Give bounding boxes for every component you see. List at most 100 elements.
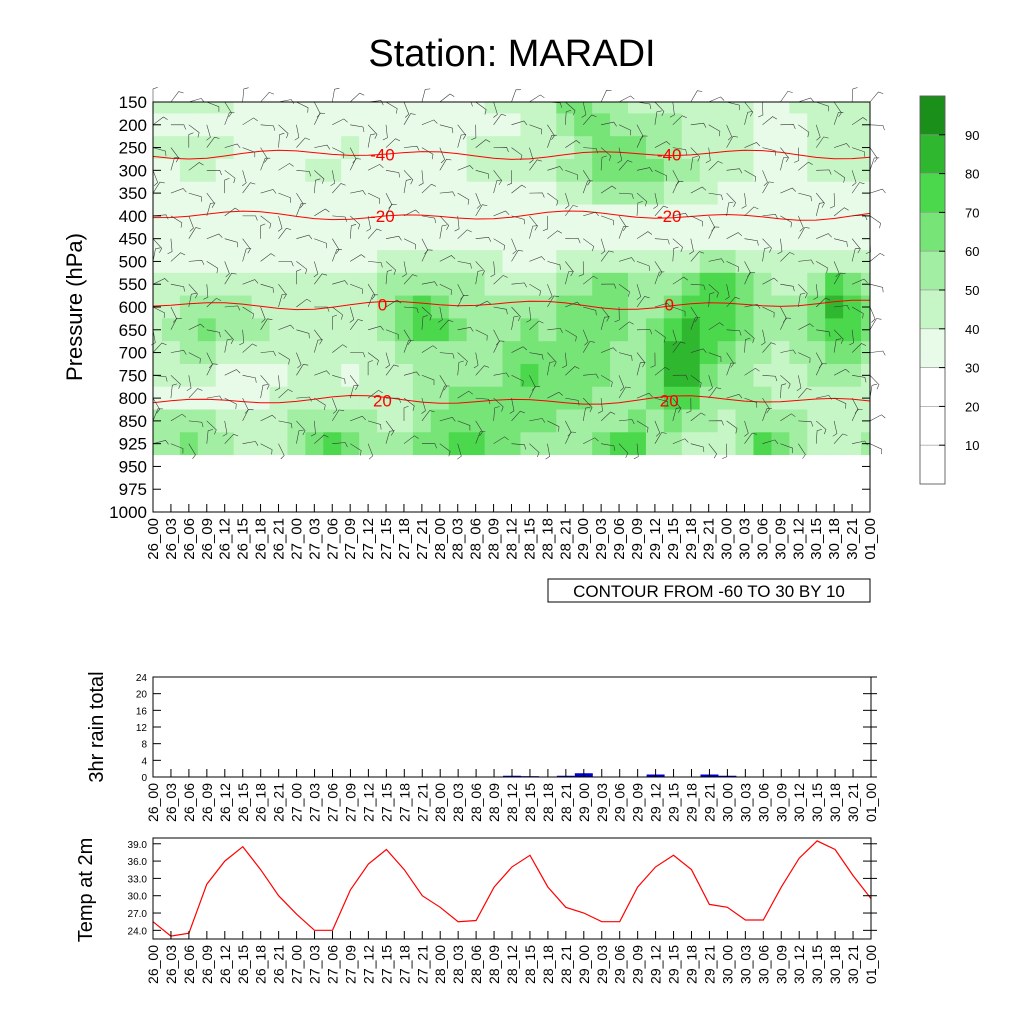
wind-barb [654,238,670,245]
wind-barb [744,432,758,444]
wind-barb [475,420,483,437]
wind-barb [421,238,429,255]
humidity-cell [807,477,826,502]
wind-barb [780,317,791,330]
wind-barb [834,143,850,148]
humidity-cell [753,409,772,433]
wind-barb [332,314,338,330]
humidity-cell [341,477,360,502]
wind-barb [421,183,437,194]
wind-barb [672,276,688,285]
wind-barb [636,352,646,368]
wind-barb [798,215,804,232]
humidity-cell [681,318,701,342]
humidity-cell [197,102,217,114]
rain-time-label: 27_03 [307,783,323,822]
temp-time-label: 29_12 [648,945,664,984]
wind-barb [421,410,435,422]
wind-barb [636,296,650,308]
humidity-cell [592,181,611,205]
humidity-cell [574,477,593,502]
wind-barb [224,207,240,217]
wind-barb [581,101,587,118]
humidity-cell [771,477,790,502]
humidity-cell [448,158,468,183]
wind-barb [672,397,682,413]
humidity-cell [735,113,754,137]
wind-barb [547,352,557,367]
wind-barb [597,398,603,414]
humidity-cell [430,477,450,502]
humidity-cell [412,409,432,433]
colorbar-box [919,250,946,291]
temp-y-axis: 24.0 27.0 30.0 33.0 36.0 39.0 [128,840,877,937]
humidity-cell [161,477,181,502]
wind-barb [869,188,886,194]
humidity-cell [377,363,396,388]
wind-barb [260,124,276,131]
wind-barb [332,147,345,159]
wind-barb [708,387,722,399]
wind-barb [457,229,472,239]
wind-barb [475,192,481,209]
wind-barb [762,247,770,262]
humidity-cell [394,113,414,137]
humidity-cell [430,250,450,274]
wind-barb [206,202,216,216]
main-time-label: 27_18 [396,518,413,560]
wind-barb [672,246,679,262]
wind-barb [762,238,772,253]
wind-barb [562,352,567,369]
wind-barb [224,397,237,410]
humidity-cell [807,363,826,388]
humidity-cell [663,477,683,502]
wind-barb [421,215,436,224]
wind-barb [188,420,204,428]
wind-barb [833,368,850,376]
wind-barb [278,227,292,239]
wind-barb [385,329,399,340]
wind-barb [618,215,627,231]
wind-barb [798,124,810,138]
wind-barb [851,238,861,254]
humidity-cell [251,318,270,342]
humidity-cell [681,158,701,183]
rain-time-label: 30_00 [719,783,735,822]
wind-barb [475,101,487,115]
wind-barb [439,416,456,422]
wind-barb [332,87,340,103]
humidity-cell [717,102,736,114]
temp-time-label: 27_15 [378,945,394,984]
humidity-cell [251,250,270,274]
wind-barb [170,283,185,292]
wind-barb [816,101,829,112]
wind-barb [242,182,256,194]
rain-y-label: 20 [136,690,148,701]
main-time-label: 28_18 [539,518,556,560]
wind-barb [242,170,247,187]
humidity-cell [610,477,629,502]
wind-barb [583,306,597,316]
wind-barb [314,273,328,285]
wind-barb [726,192,736,208]
wind-barb [601,283,617,289]
humidity-cell [269,477,288,502]
humidity-cell [861,500,871,513]
temp-y-label: 39.0 [128,840,148,851]
humidity-cell [153,102,163,114]
wind-barb [744,367,760,376]
humidity-cell [843,409,862,433]
wind-barb [511,89,521,103]
humidity-cell [179,158,199,183]
humidity-cell [538,102,557,114]
humidity-cell [323,455,342,479]
wind-barb [418,170,424,186]
wind-barb [869,124,885,131]
humidity-cell [735,477,754,502]
main-time-label: 30_21 [844,518,861,560]
wind-barb [690,348,707,353]
temp-time-label: 26_12 [217,945,233,984]
humidity-cell [305,455,324,479]
